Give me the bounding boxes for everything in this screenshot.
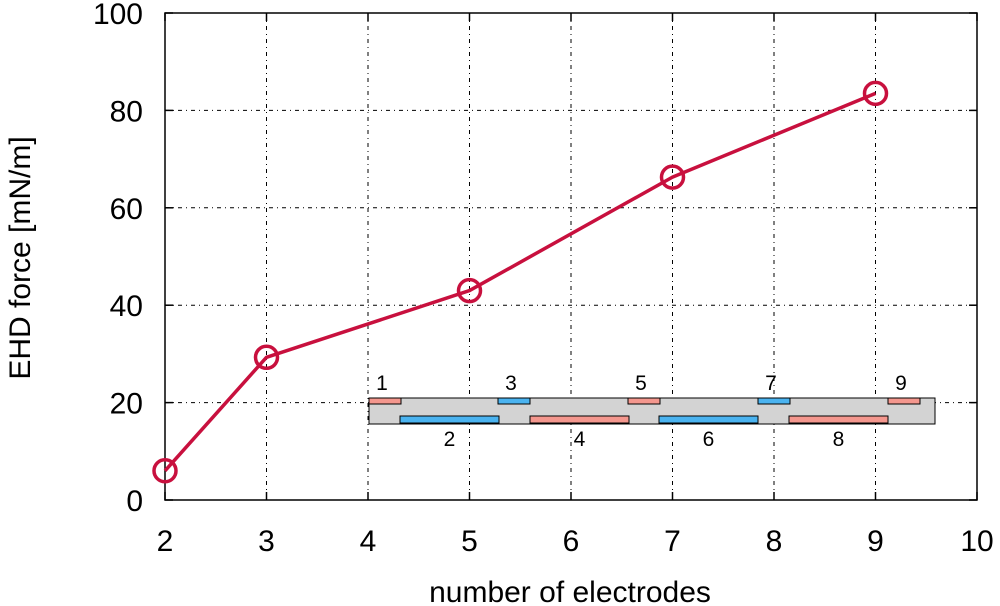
- data-point-marker: [456, 277, 483, 304]
- top-electrode: [497, 397, 531, 405]
- x-tick-label: 3: [258, 525, 275, 558]
- y-tick-label: 80: [110, 95, 143, 128]
- top-electrode: [627, 397, 661, 405]
- x-tick-label: 8: [766, 525, 783, 558]
- bottom-electrode: [788, 415, 889, 424]
- top-electrode-label: 7: [765, 372, 777, 395]
- x-tick-label: 5: [461, 525, 478, 558]
- bottom-electrode-label: 6: [703, 428, 715, 451]
- top-electrode: [887, 397, 921, 405]
- y-axis-label: EHD force [mN/m]: [4, 136, 37, 379]
- top-electrode-label: 5: [635, 372, 647, 395]
- x-axis-label: number of electrodes: [429, 576, 711, 606]
- y-tick-label: 20: [110, 388, 143, 421]
- x-tick-label: 6: [563, 525, 580, 558]
- y-tick-label: 60: [110, 193, 143, 226]
- y-tick-label: 0: [126, 485, 143, 518]
- top-electrode-label: 9: [895, 372, 907, 395]
- series-line: [163, 91, 877, 472]
- series-group: [152, 80, 889, 484]
- y-tick-label: 40: [110, 290, 143, 323]
- top-electrode: [368, 397, 402, 405]
- bottom-electrode: [658, 415, 759, 424]
- x-tick-label: 4: [360, 525, 377, 558]
- bottom-electrode-label: 8: [833, 428, 845, 451]
- top-electrode-label: 1: [376, 372, 388, 395]
- data-point-marker: [152, 458, 178, 484]
- y-tick-label: 100: [93, 0, 143, 31]
- top-electrode: [757, 397, 791, 405]
- x-tick-label: 9: [867, 525, 884, 558]
- top-electrode-label: 3: [505, 372, 517, 395]
- bottom-electrode: [399, 415, 500, 424]
- grid: [165, 13, 977, 500]
- data-point-marker: [253, 344, 280, 371]
- data-point-marker: [862, 80, 889, 107]
- bottom-electrode-label: 4: [574, 428, 586, 451]
- electrode-inset: 1 3 5 7 9 2 4 6 8: [368, 372, 936, 451]
- x-tick-label: 2: [157, 525, 174, 558]
- data-point-marker: [659, 164, 686, 190]
- x-tick-label: 7: [664, 525, 681, 558]
- bottom-electrode: [529, 415, 630, 424]
- x-tick-label: 10: [960, 525, 993, 558]
- bottom-electrode-label: 2: [444, 428, 456, 451]
